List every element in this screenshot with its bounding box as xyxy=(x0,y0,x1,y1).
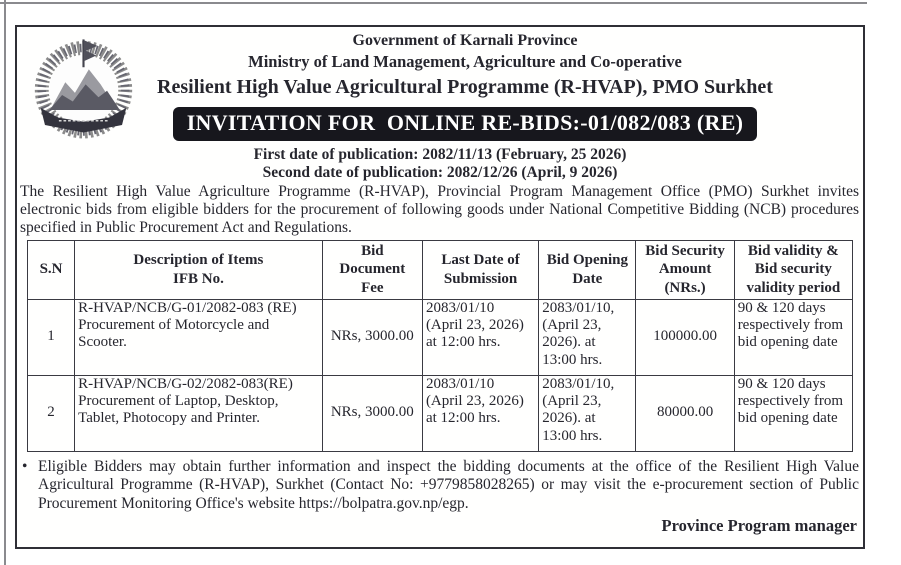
column-header-last-date: Last Date of Submission xyxy=(421,239,540,300)
first-publication-date: First date of publication: 2082/11/13 (F… xyxy=(253,145,627,163)
eligibility-note-text: Eligible Bidders may obtain further info… xyxy=(38,457,859,512)
cell-sn: 1 xyxy=(26,298,76,376)
signature-line: Province Program manager xyxy=(661,516,857,536)
invitation-banner-wrap: INVITATION FOR ONLINE RE-BIDS:-01/082/08… xyxy=(127,106,803,141)
cell-description: R-HVAP/NCB/G-01/2082-083 (RE) Procuremen… xyxy=(74,298,323,376)
scan-edge-left xyxy=(4,0,6,565)
bullet-icon: • xyxy=(22,457,28,475)
column-header-opening-date: Bid Opening Date xyxy=(538,239,637,300)
invitation-banner: INVITATION FOR ONLINE RE-BIDS:-01/082/08… xyxy=(172,106,758,141)
intro-paragraph: The Resilient High Value Agriculture Pro… xyxy=(20,183,859,237)
table-header-row: S.N Description of Items IFB No. Bid Doc… xyxy=(26,239,854,300)
table-row: 2 R-HVAP/NCB/G-02/2082-083(RE) Procureme… xyxy=(26,374,854,452)
cell-opening-date: 2083/01/10, (April 23, 2026). at 13:00 h… xyxy=(538,298,637,376)
cell-description: R-HVAP/NCB/G-02/2082-083(RE) Procurement… xyxy=(74,374,323,452)
eligibility-note: • Eligible Bidders may obtain further in… xyxy=(22,458,859,514)
government-title: Government of Karnali Province xyxy=(352,32,578,49)
scan-edge-top xyxy=(0,2,867,4)
column-header-security-amount: Bid Security Amount (NRs.) xyxy=(635,239,735,300)
cell-fee: NRs, 3000.00 xyxy=(321,298,423,376)
cell-sn: 2 xyxy=(26,374,76,452)
cell-validity: 90 & 120 days respectively from bid open… xyxy=(733,374,854,452)
cell-opening-date: 2083/01/10, (April 23, 2026). at 13:00 h… xyxy=(538,374,637,452)
column-header-description: Description of Items IFB No. xyxy=(74,239,323,300)
tender-notice-document: Government of Karnali Province Ministry … xyxy=(15,25,865,549)
cell-security-amount: 100000.00 xyxy=(635,298,735,376)
bid-table: S.N Description of Items IFB No. Bid Doc… xyxy=(26,239,854,452)
column-header-sn: S.N xyxy=(26,239,76,300)
publication-dates: First date of publication: 2082/11/13 (F… xyxy=(17,146,863,182)
table-row: 1 R-HVAP/NCB/G-01/2082-083 (RE) Procurem… xyxy=(26,298,854,376)
programme-title: Resilient High Value Agricultural Progra… xyxy=(157,75,773,98)
cell-last-date: 2083/01/10 (April 23, 2026) at 12:00 hrs… xyxy=(421,374,540,452)
ministry-title: Ministry of Land Management, Agriculture… xyxy=(248,52,682,72)
cell-fee: NRs, 3000.00 xyxy=(321,374,423,452)
document-header: Government of Karnali Province Ministry … xyxy=(127,31,803,99)
cell-last-date: 2083/01/10 (April 23, 2026) at 12:00 hrs… xyxy=(421,298,540,376)
nepal-government-emblem-icon xyxy=(30,33,137,140)
cell-validity: 90 & 120 days respectively from bid open… xyxy=(733,298,854,376)
cell-security-amount: 80000.00 xyxy=(635,374,735,452)
column-header-validity: Bid validity & Bid security validity per… xyxy=(733,239,854,300)
column-header-fee: Bid Document Fee xyxy=(321,239,423,300)
second-publication-date: Second date of publication: 2082/12/26 (… xyxy=(262,164,618,182)
